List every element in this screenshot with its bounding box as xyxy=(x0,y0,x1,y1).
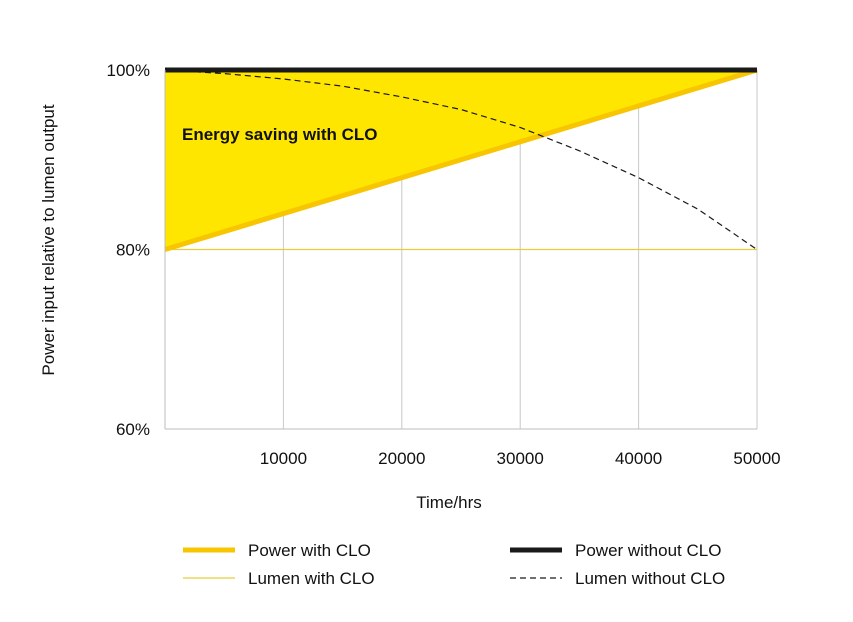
series-lines xyxy=(164,67,758,252)
legend-label-power-with-clo: Power with CLO xyxy=(248,541,371,560)
y-tick-label-100: 100% xyxy=(107,61,150,80)
legend: Power with CLO Power without CLO Lumen wit… xyxy=(183,541,725,588)
annotation-energy-saving: Energy saving with CLO xyxy=(182,125,378,144)
x-tick-label-30000: 30000 xyxy=(497,449,544,468)
y-axis-label: Power input relative to lumen output xyxy=(39,104,58,375)
x-tick-label-20000: 20000 xyxy=(378,449,425,468)
series-power-with-clo xyxy=(164,67,758,252)
x-axis-label: Time/hrs xyxy=(416,493,482,512)
tick-labels: 10000 20000 30000 40000 50000 60% 80% 100% xyxy=(107,61,781,468)
y-tick-label-60: 60% xyxy=(116,420,150,439)
legend-label-lumen-without-clo: Lumen without CLO xyxy=(575,569,725,588)
legend-label-lumen-with-clo: Lumen with CLO xyxy=(248,569,375,588)
legend-label-power-without-clo: Power without CLO xyxy=(575,541,721,560)
y-tick-label-80: 80% xyxy=(116,241,150,260)
axes xyxy=(164,70,757,430)
x-tick-label-50000: 50000 xyxy=(733,449,780,468)
x-tick-label-10000: 10000 xyxy=(260,449,307,468)
x-tick-label-40000: 40000 xyxy=(615,449,662,468)
series-lumen-without-clo xyxy=(164,69,758,250)
